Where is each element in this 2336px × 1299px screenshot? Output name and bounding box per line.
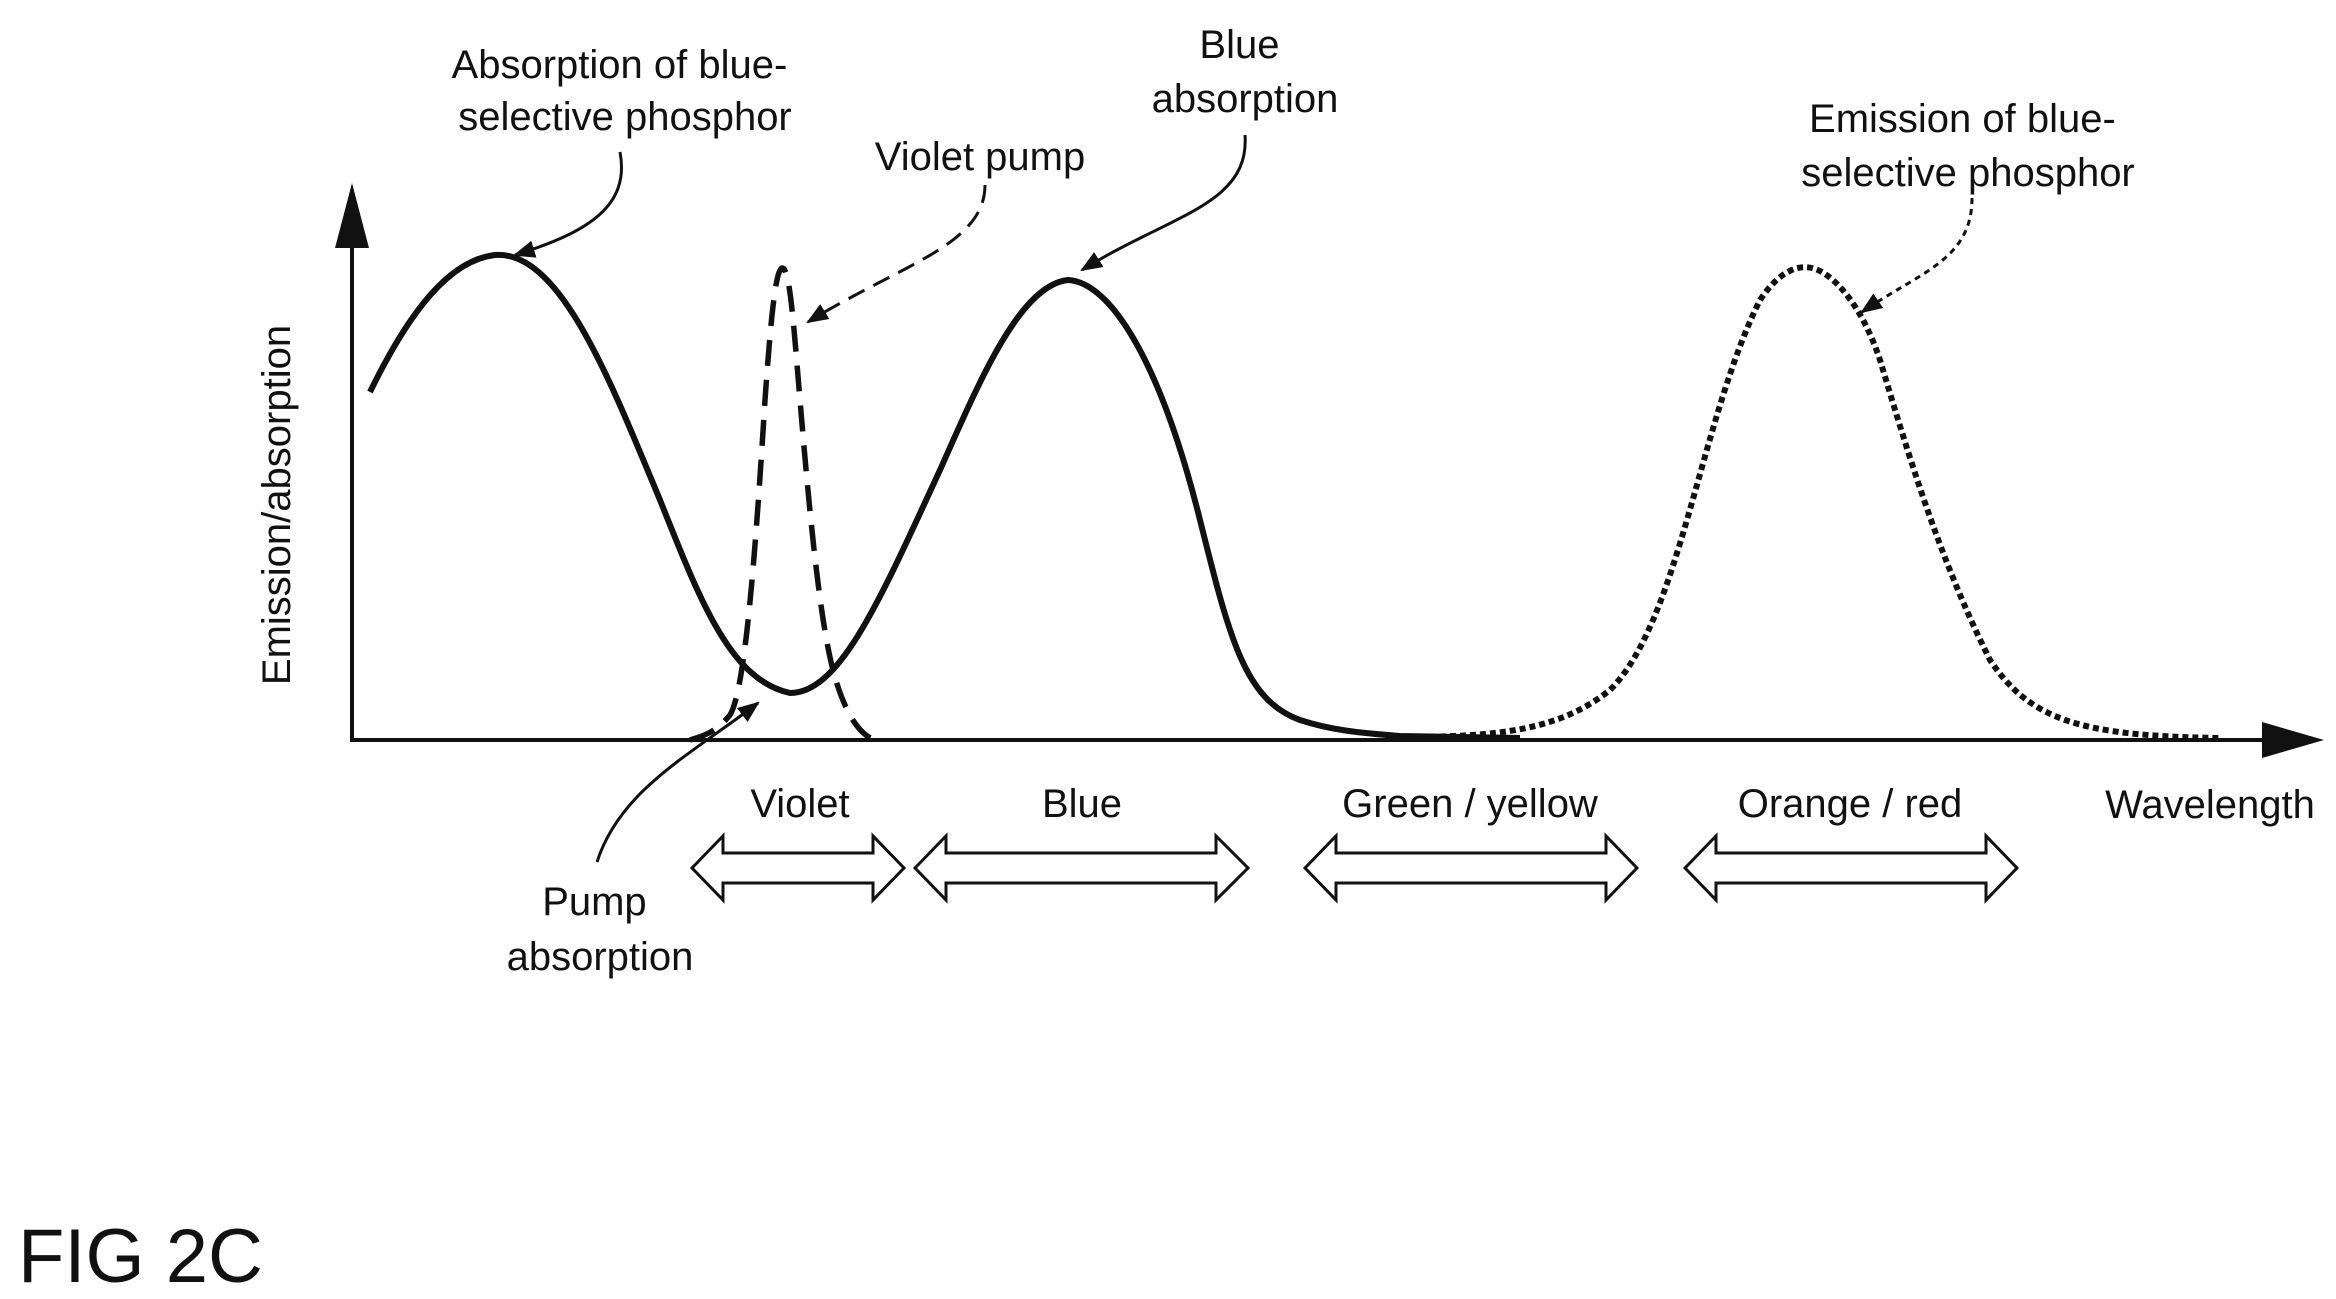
band-label-green-yellow: Green / yellow <box>1342 782 1598 826</box>
annotations: Absorption of blue- selective phosphor V… <box>452 23 2135 979</box>
band-arrow-green-yellow <box>1302 832 1640 904</box>
leader-emission-blue-selective <box>1860 197 1974 314</box>
annotation-pump-absorption: Pump absorption <box>507 880 694 979</box>
annotation-absorption-blue-selective: Absorption of blue- selective phosphor <box>452 43 799 139</box>
curve-emission-blue-selective-phosphor <box>1399 264 2221 741</box>
band-arrow-orange-red <box>1682 832 2020 904</box>
band-arrow-violet <box>689 832 907 904</box>
y-axis-label: Emission/absorption <box>255 325 299 685</box>
leader-violet-pump <box>806 184 987 324</box>
leader-blue-absorption <box>1080 134 1247 272</box>
band-labels: Violet Blue Green / yellow Orange / red <box>750 782 1962 826</box>
curve-violet-pump <box>689 265 877 743</box>
leader-pump-absorption <box>595 701 760 863</box>
axes <box>335 183 2324 758</box>
x-axis-arrowhead <box>2262 722 2324 758</box>
annotation-pump-absorption-line-1: Pump <box>542 880 647 924</box>
annotation-blue-absorption-line-1: Blue <box>1199 23 1279 67</box>
annotation-pump-absorption-line-2: absorption <box>507 935 694 979</box>
band-arrows <box>689 832 2020 904</box>
annotation-absorption-line-1: Absorption of blue- <box>452 43 788 87</box>
annotation-violet-pump: Violet pump <box>875 135 1086 179</box>
band-label-violet: Violet <box>750 782 849 826</box>
band-arrow-blue <box>912 832 1251 904</box>
curves <box>367 251 2221 743</box>
annotation-emission-line-2: selective phosphor <box>1801 151 2135 195</box>
band-label-blue: Blue <box>1042 782 1122 826</box>
x-axis-label: Wavelength <box>2105 783 2315 827</box>
annotation-blue-absorption-line-2: absorption <box>1152 77 1339 121</box>
annotation-absorption-line-2: selective phosphor <box>458 95 792 139</box>
band-label-orange-red: Orange / red <box>1738 782 1963 826</box>
annotation-emission-line-1: Emission of blue- <box>1809 97 2116 141</box>
leader-absorption-blue-selective <box>512 151 623 258</box>
figure-label: FIG 2C <box>18 1214 263 1299</box>
y-axis-arrowhead <box>335 183 369 248</box>
curve-absorption-blue-selective-phosphor <box>367 251 1521 741</box>
annotation-blue-absorption: Blue absorption <box>1152 23 1339 121</box>
annotation-emission-blue-selective: Emission of blue- selective phosphor <box>1801 97 2135 195</box>
leader-lines <box>512 134 1974 863</box>
